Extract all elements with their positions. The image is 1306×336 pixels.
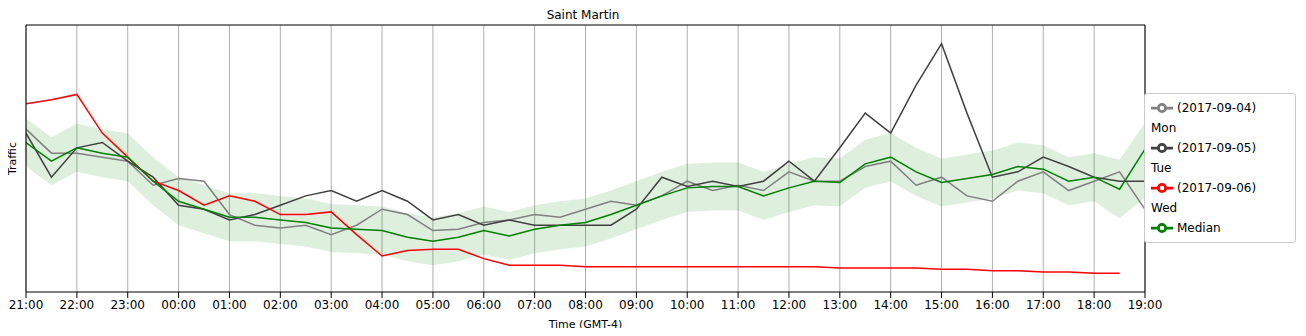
- svg-text:22:00: 22:00: [60, 298, 95, 312]
- svg-text:09:00: 09:00: [619, 298, 654, 312]
- svg-text:14:00: 14:00: [873, 298, 908, 312]
- svg-text:04:00: 04:00: [365, 298, 400, 312]
- svg-text:18:00: 18:00: [1077, 298, 1112, 312]
- svg-text:Traffic: Traffic: [8, 142, 19, 176]
- svg-text:17:00: 17:00: [1026, 298, 1061, 312]
- svg-text:13:00: 13:00: [823, 298, 858, 312]
- svg-text:00:00: 00:00: [161, 298, 196, 312]
- html-text:Saint Martin: Saint Martin: [546, 8, 620, 22]
- svg-text:03:00: 03:00: [314, 298, 349, 312]
- svg-text:08:00: 08:00: [568, 298, 603, 312]
- html-text:(2017-09-06) Wed: (2017-09-06) Wed: [1151, 180, 1257, 215]
- svg-text:06:00: 06:00: [466, 298, 501, 312]
- svg-text:01:00: 01:00: [212, 298, 247, 312]
- svg-text:23:00: 23:00: [110, 298, 145, 312]
- svg-text:15:00: 15:00: [924, 298, 959, 312]
- html-text:Median: Median: [1177, 220, 1221, 235]
- svg-text:11:00: 11:00: [721, 298, 756, 312]
- svg-text:07:00: 07:00: [517, 298, 552, 312]
- html-text:(2017-09-05) Tue: (2017-09-05) Tue: [1151, 140, 1257, 175]
- svg-text:16:00: 16:00: [975, 298, 1010, 312]
- svg-text:Time (GMT-4): Time (GMT-4): [548, 318, 623, 328]
- svg-text:21:00: 21:00: [9, 298, 44, 312]
- svg-text:12:00: 12:00: [772, 298, 807, 312]
- svg-text:02:00: 02:00: [263, 298, 298, 312]
- svg-text:19:00: 19:00: [1128, 298, 1163, 312]
- html-text:(2017-09-04) Mon: (2017-09-04) Mon: [1151, 100, 1257, 135]
- svg-text:10:00: 10:00: [670, 298, 705, 312]
- svg-text:05:00: 05:00: [416, 298, 451, 312]
